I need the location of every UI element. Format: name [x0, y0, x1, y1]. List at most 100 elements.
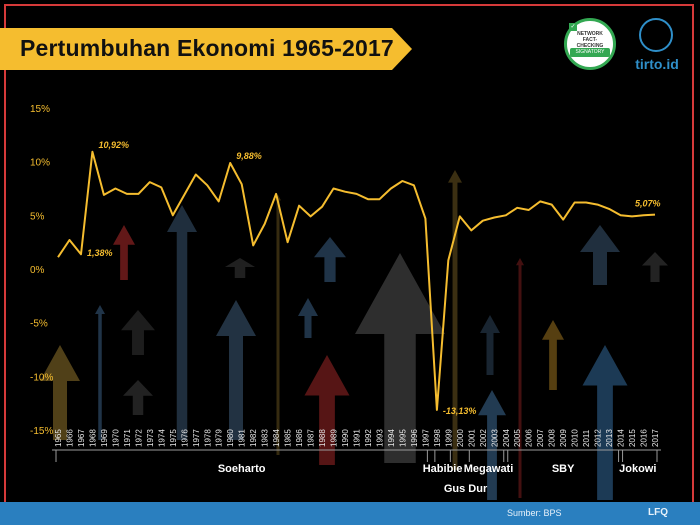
x-tick-label: 2010	[571, 429, 580, 447]
logo-mascot-icon	[639, 18, 673, 52]
x-tick-label: 2008	[548, 429, 557, 447]
y-tick-label: -15%	[30, 426, 53, 437]
decorative-arrow-icon	[314, 237, 346, 282]
decorative-arrow-icon	[580, 225, 620, 285]
x-tick-label: 1973	[146, 429, 155, 447]
x-tick-label: 2016	[640, 429, 649, 447]
decorative-arrow-icon	[121, 310, 155, 355]
x-axis: 1965 1966 1967 1968 1969 1970 1971 1972 1973 1974…	[54, 429, 660, 447]
x-tick-label: 2007	[536, 429, 545, 447]
decorative-arrow-icon	[216, 300, 256, 440]
data-label: 10,92%	[98, 140, 129, 150]
x-tick-label: 1997	[421, 429, 430, 447]
era-label: SBY	[552, 463, 575, 475]
footer-credit: LFQ	[648, 507, 668, 518]
decorative-arrow-icon	[516, 258, 524, 498]
x-tick-label: 1992	[364, 429, 373, 447]
x-tick-label: 1970	[111, 429, 120, 447]
decorative-arrow-icon	[40, 345, 80, 440]
era-label: Soeharto	[218, 463, 266, 475]
x-tick-label: 1994	[387, 429, 396, 447]
era-label: Megawati	[464, 463, 514, 475]
x-tick-label: 1983	[261, 429, 270, 447]
x-tick-label: 2017	[651, 429, 660, 447]
decorative-arrow-icon	[225, 258, 255, 278]
x-tick-label: 1965	[54, 429, 63, 447]
badge-check-icon: ✓	[569, 23, 577, 31]
x-tick-label: 2012	[594, 429, 603, 447]
era-label: Jokowi	[619, 463, 656, 475]
decorative-arrow-icon	[298, 298, 318, 338]
x-tick-label: 1987	[307, 429, 316, 447]
x-tick-label: 2006	[525, 429, 534, 447]
y-axis: 15% 10% 5% 0% -5% -10% -15%	[30, 104, 53, 437]
x-tick-label: 1974	[157, 429, 166, 447]
decorative-arrow-icon	[355, 253, 445, 463]
x-tick-label: 1995	[398, 429, 407, 447]
decorative-arrow-icon	[123, 380, 153, 415]
footer-bar	[0, 502, 700, 525]
era-label: Habibie	[423, 463, 463, 475]
x-tick-label: 1985	[284, 429, 293, 447]
decorative-arrow-icon	[304, 355, 350, 465]
x-tick-label: 2013	[605, 429, 614, 447]
x-tick-label: 1978	[203, 429, 212, 447]
x-tick-label: 1982	[249, 429, 258, 447]
x-tick-label: 2001	[467, 429, 476, 447]
y-tick-label: 0%	[30, 265, 45, 276]
x-tick-label: 2000	[456, 429, 465, 447]
x-tick-label: 1990	[341, 429, 350, 447]
x-tick-label: 2009	[559, 429, 568, 447]
x-tick-label: 1996	[410, 429, 419, 447]
decorative-arrow-icon	[167, 205, 197, 440]
decorative-arrow-icon	[113, 225, 135, 280]
decorative-arrow-icon	[95, 305, 105, 440]
x-tick-label: 1980	[226, 429, 235, 447]
fact-checking-badge: ✓ NETWORK FACT-CHECKING SIGNATORY	[564, 18, 616, 70]
data-label: 1,38%	[87, 248, 113, 258]
series-group	[57, 150, 656, 411]
presidential-eras: Soeharto Habibie Gus Dur Megawati SBY Jokowi	[52, 449, 661, 495]
y-tick-label: -10%	[30, 372, 53, 383]
x-tick-label: 1966	[65, 429, 74, 447]
x-tick-label: 1972	[134, 429, 143, 447]
decorative-arrow-icon	[642, 252, 668, 282]
badge-band-text: SIGNATORY	[570, 48, 610, 57]
x-tick-label: 1993	[375, 429, 384, 447]
x-tick-label: 1981	[238, 429, 247, 447]
data-labels: 1,38% 10,92% 9,88% -13,13% 5,07%	[87, 140, 661, 416]
logo-text: tirto.id	[635, 56, 679, 72]
x-tick-label: 1971	[123, 429, 132, 447]
badge-text: NETWORK FACT-CHECKING	[576, 31, 604, 49]
x-tick-label: 1989	[330, 429, 339, 447]
tirto-logo: tirto.id	[634, 18, 680, 78]
decorative-arrow-icon	[480, 315, 500, 375]
decorative-arrow-icon	[542, 320, 564, 390]
x-tick-label: 1999	[444, 429, 453, 447]
decorative-arrow-icon	[582, 345, 628, 500]
x-tick-label: 1968	[88, 429, 97, 447]
decorative-arrow-icon	[275, 195, 281, 455]
x-tick-label: 1984	[272, 429, 281, 447]
background-arrows	[40, 170, 668, 500]
x-tick-label: 1969	[100, 429, 109, 447]
decorative-arrow-icon	[448, 170, 462, 470]
x-tick-label: 2003	[490, 429, 499, 447]
decorative-arrow-icon	[478, 390, 506, 500]
x-tick-label: 2004	[502, 429, 511, 447]
y-tick-label: 15%	[30, 104, 50, 115]
x-tick-label: 1975	[169, 429, 178, 447]
title-banner	[0, 28, 412, 70]
x-tick-label: 2015	[628, 429, 637, 447]
series-line	[57, 150, 656, 411]
x-tick-label: 2014	[617, 429, 626, 447]
x-tick-label: 2011	[582, 429, 591, 447]
footer-source: Sumber: BPS	[507, 508, 562, 518]
x-tick-label: 1986	[295, 429, 304, 447]
x-tick-label: 2005	[513, 429, 522, 447]
data-label: 5,07%	[635, 199, 661, 209]
data-label: -13,13%	[443, 406, 477, 416]
x-tick-label: 1976	[180, 429, 189, 447]
x-tick-label: 1998	[433, 429, 442, 447]
